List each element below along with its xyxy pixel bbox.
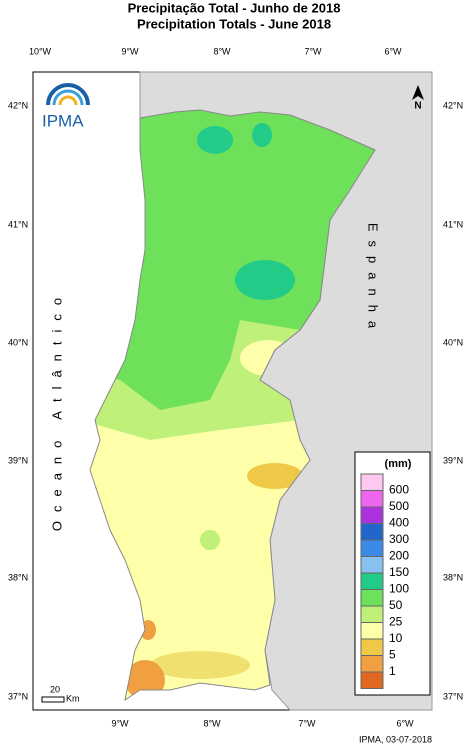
legend-swatch (360, 605, 384, 623)
legend-swatch (360, 539, 384, 557)
svg-text:N: N (414, 101, 421, 112)
lon-label: 8°W (203, 718, 221, 728)
lon-label: 7°W (304, 46, 322, 56)
lon-label: 9°W (111, 718, 129, 728)
legend-label: 200 (389, 549, 409, 563)
scale-bar: 20 Km (41, 684, 80, 703)
lat-label: 39°N (8, 455, 28, 465)
ocean-label: Oceano Atlântico (49, 289, 64, 531)
logo-text: IPMA (42, 111, 84, 130)
scale-unit: Km (66, 693, 80, 703)
title-line2: Precipitation Totals - June 2018 (137, 16, 331, 31)
north-arrow: N (412, 85, 424, 112)
legend-label: 300 (389, 532, 409, 546)
legend-swatch (360, 556, 384, 574)
legend-unit: (mm) (385, 458, 412, 470)
lat-label: 40°N (8, 337, 28, 347)
lat-label: 38°N (8, 572, 28, 582)
lon-label: 6°W (384, 46, 402, 56)
legend-swatch (360, 589, 384, 607)
lat-label: 42°N (8, 100, 28, 110)
lat-label: 42°N (443, 100, 463, 110)
legend-label: 50 (389, 598, 403, 612)
legend-swatch (360, 655, 384, 673)
legend-label: 150 (389, 565, 409, 579)
lat-label: 38°N (443, 572, 463, 582)
lat-label: 37°N (443, 691, 463, 701)
lon-label: 8°W (213, 46, 231, 56)
legend: (mm) 600 500 400 300 200 150 100 50 25 10 5 1 (354, 451, 431, 696)
zone-100-150 (252, 123, 272, 147)
legend-swatch (360, 506, 384, 524)
legend-label: 10 (389, 631, 403, 645)
legend-label: 5 (389, 648, 396, 662)
footer: IPMA, 03-07-2018 (359, 734, 432, 744)
legend-swatch (360, 490, 384, 508)
zone-25-50 (115, 410, 145, 430)
legend-label: 500 (389, 499, 409, 513)
legend-label: 400 (389, 516, 409, 530)
lat-label: 41°N (8, 219, 28, 229)
legend-label: 25 (389, 615, 403, 629)
zone-5-10 (150, 651, 250, 679)
legend-swatch (360, 572, 384, 590)
lat-label: 39°N (443, 455, 463, 465)
ipma-logo: IPMA (42, 83, 90, 130)
title-line1: Precipitação Total - Junho de 2018 (128, 0, 341, 15)
lat-label: 41°N (443, 219, 463, 229)
zone-25-50 (200, 530, 220, 550)
lat-label: 40°N (443, 337, 463, 347)
legend-swatch (360, 638, 384, 656)
legend-swatch (360, 473, 384, 491)
lon-label: 10°W (29, 46, 52, 56)
lon-label: 9°W (121, 46, 139, 56)
lon-label: 7°W (298, 718, 316, 728)
legend-label: 100 (389, 582, 409, 596)
zone-100-150 (197, 126, 233, 154)
legend-swatch (360, 523, 384, 541)
legend-swatch (360, 622, 384, 640)
legend-label: 600 (389, 483, 409, 497)
scale-value: 20 (50, 684, 60, 694)
zone-100-150 (235, 260, 295, 300)
legend-swatch (360, 671, 384, 689)
lat-label: 37°N (8, 691, 28, 701)
lon-label: 6°W (396, 718, 414, 728)
zone-5-10 (247, 463, 303, 489)
legend-label: 1 (389, 664, 396, 678)
zone-50-100 (90, 110, 375, 410)
country-label: Espanha (366, 223, 381, 337)
